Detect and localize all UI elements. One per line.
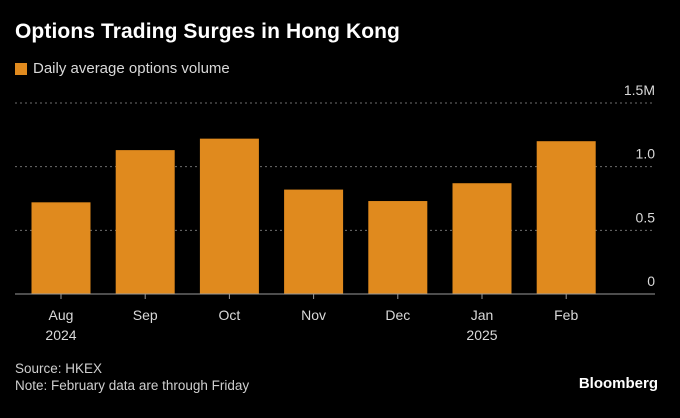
x-tick-label: Dec — [385, 307, 410, 323]
x-tick-label: Nov — [301, 307, 326, 323]
legend: Daily average options volume — [15, 60, 230, 77]
bar-oct — [199, 138, 259, 294]
x-tick-label: Jan — [471, 307, 494, 323]
bloomberg-logo: Bloomberg — [578, 375, 658, 392]
x-tick-label: Feb — [554, 307, 578, 323]
x-tick-label: Aug — [49, 307, 74, 323]
bar-jan — [452, 183, 512, 294]
chart-footer: Source: HKEX Note: February data are thr… — [15, 360, 249, 394]
x-tick-year-label: 2024 — [45, 327, 76, 343]
y-tick-label: 1.5M — [624, 82, 655, 98]
y-tick-label: 0.5 — [636, 209, 656, 225]
bar-dec — [368, 201, 428, 294]
bar-nov — [284, 189, 344, 294]
y-tick-label: 0 — [647, 273, 655, 289]
legend-label: Daily average options volume — [33, 60, 230, 77]
bar-feb — [536, 141, 596, 294]
x-tick-label: Oct — [219, 307, 241, 323]
legend-swatch — [15, 62, 27, 75]
chart-title: Options Trading Surges in Hong Kong — [15, 20, 400, 43]
x-tick-year-label: 2025 — [466, 327, 497, 343]
bar-sep — [115, 150, 175, 294]
source-note: Source: HKEX — [15, 361, 103, 376]
data-note: Note: February data are through Friday — [15, 378, 250, 393]
x-tick-label: Sep — [133, 307, 158, 323]
y-tick-label: 1.0 — [636, 146, 656, 162]
bar-aug — [31, 202, 91, 294]
